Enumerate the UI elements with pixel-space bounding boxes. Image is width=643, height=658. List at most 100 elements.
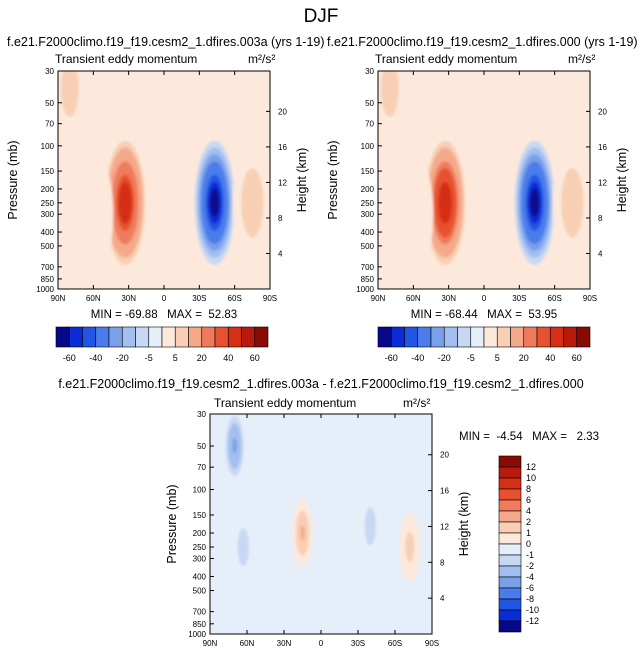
panel-1-xtick-label-0: 0	[162, 294, 167, 303]
panel-3-xtick-label-90S: 90S	[425, 639, 439, 648]
panel-3-contours	[224, 414, 420, 582]
panel-3-colorbar-label-5: 2	[526, 517, 531, 527]
panel-2-colorbar-swatch-0	[377, 326, 392, 348]
panel-1-colorbar-swatch-10	[188, 326, 203, 348]
panel-1-ytick-label-400: 400	[41, 228, 55, 237]
panel-3-xtick-label-90N: 90N	[203, 639, 218, 648]
panel-1-ytick-label-300: 300	[41, 210, 55, 219]
panel-2-colorbar-swatch-13	[549, 326, 564, 348]
panel-1-stats: MIN = -69.88 MAX = 52.83	[91, 309, 237, 321]
panel-3-contour-3-7	[368, 518, 373, 535]
panel-1-y2tick-label-20: 20	[278, 107, 287, 116]
panel-2-units: m²/s²	[568, 52, 595, 66]
panel-3-ytick-label-1000: 1000	[188, 630, 206, 639]
panel-2-ytick-label-300: 300	[361, 210, 375, 219]
panel-1-subtitle: Transient eddy momentum	[55, 52, 197, 66]
panel-1-colorbar-swatch-0	[55, 326, 70, 348]
panel-1-ylabel: Pressure (mb)	[6, 140, 20, 219]
panel-2-ytick-label-1000: 1000	[356, 285, 374, 294]
panel-3-colorbar-label-3: 6	[526, 495, 531, 505]
panel-3-title: f.e21.F2000climo.f19_f19.cesm2_1.dfires.…	[58, 377, 583, 391]
panel-3-xtick-label-60N: 60N	[240, 639, 255, 648]
panel-2-y2label: Height (km)	[615, 148, 629, 213]
panel-1-xtick-label-30N: 30N	[121, 294, 136, 303]
panel-1-colorbar-swatch-11	[201, 326, 216, 348]
panel-2-stats: MIN = -68.44 MAX = 53.95	[411, 309, 557, 321]
panel-3-colorbar-swatch-11	[498, 576, 522, 589]
panel-3-colorbar-swatch-4	[498, 499, 522, 512]
panel-1-y2tick-label-4: 4	[278, 249, 283, 258]
panel-3-colorbar-swatch-0	[498, 455, 522, 468]
panel-3-colorbar-swatch-10	[498, 565, 522, 578]
panel-2-xtick-label-30S: 30S	[512, 294, 526, 303]
panel-3-ytick-label-70: 70	[197, 463, 206, 472]
panel-1-ytick-label-200: 200	[41, 185, 55, 194]
panel-2-ytick-label-400: 400	[361, 228, 375, 237]
panel-3-y2tick-label-12: 12	[440, 522, 449, 531]
panel-3-colorbar-swatch-12	[498, 587, 522, 600]
panel-2-colorbar-swatch-15	[576, 326, 591, 348]
panel-3-contour-2-7	[300, 525, 305, 541]
panel-3-colorbar-swatch-9	[498, 554, 522, 567]
panel-2-xtick-label-0: 0	[482, 294, 487, 303]
panel-3-y2tick-label-16: 16	[440, 487, 449, 496]
panel-3-ytick-label-500: 500	[193, 587, 207, 596]
panel-3-colorbar-label-12: -8	[526, 594, 534, 604]
panel-3-ytick-label-400: 400	[193, 573, 207, 582]
panel-1-ytick-label-30: 30	[45, 67, 54, 76]
panel-1-ytick-label-500: 500	[41, 242, 55, 251]
panel-2-colorbar-swatch-10	[510, 326, 525, 348]
panel-1-colorbar-label-0: -60	[63, 353, 76, 363]
panel-2-ytick-label-100: 100	[361, 142, 375, 151]
panel-1-ytick-label-1000: 1000	[36, 285, 54, 294]
panel-1-colorbar: -60 -40 -20 -5 5 20 40 60	[55, 326, 269, 363]
panel-2-y2tick-label-12: 12	[598, 178, 607, 187]
panel-1-colorbar-swatch-15	[254, 326, 269, 348]
panel-3-ytick-label-150: 150	[193, 511, 207, 520]
panel-3-ytick-label-250: 250	[193, 543, 207, 552]
panel-3-colorbar-label-7: 0	[526, 539, 531, 549]
panel-2-y2tick-label-20: 20	[598, 107, 607, 116]
panel-2-colorbar-swatch-14	[563, 326, 578, 348]
panel-3-colorbar-label-8: -1	[526, 550, 534, 560]
panel-2-colorbar-swatch-5	[443, 326, 458, 348]
panel-1-xtick-label-60N: 60N	[86, 294, 101, 303]
panel-2-ytick-label-700: 700	[361, 263, 375, 272]
panel-3-units: m²/s²	[403, 396, 430, 410]
panel-3-colorbar-label-0: 12	[526, 462, 536, 472]
panel-3-colorbar-label-14: -12	[526, 616, 539, 626]
panel-3-axes: 3050701001502002503004005007008501000481…	[188, 410, 449, 648]
panel-2-colorbar-label-2: -20	[438, 353, 451, 363]
panel-2-colorbar-swatch-7	[470, 326, 485, 348]
panel-2-colorbar-swatch-4	[430, 326, 445, 348]
panel-2-colorbar-label-5: 20	[519, 353, 529, 363]
panel-3-ytick-label-850: 850	[193, 620, 207, 629]
panel-3-ytick-label-700: 700	[193, 608, 207, 617]
panel-2-ytick-label-50: 50	[365, 99, 374, 108]
panel-1-colorbar-swatch-7	[148, 326, 163, 348]
panel-3-colorbar-swatch-3	[498, 488, 522, 501]
panel-3-colorbar-swatch-14	[498, 609, 522, 622]
panel-1-y2label: Height (km)	[295, 148, 309, 213]
panel-1-colorbar-swatch-13	[227, 326, 242, 348]
panel-2-title: f.e21.F2000climo.f19_f19.cesm2_1.dfires.…	[327, 35, 638, 49]
panel-2-field	[378, 71, 590, 289]
panel-2-ytick-label-500: 500	[361, 242, 375, 251]
panel-1-ytick-label-700: 700	[41, 263, 55, 272]
panel-2-colorbar-swatch-11	[523, 326, 538, 348]
panel-3-colorbar-swatch-1	[498, 466, 522, 479]
panel-1-colorbar-label-7: 60	[250, 353, 260, 363]
panel-3-subtitle: Transient eddy momentum	[214, 396, 356, 410]
panel-3-colorbar-label-10: -4	[526, 572, 534, 582]
panel-3-xtick-label-30N: 30N	[277, 639, 292, 648]
panel-1-xtick-label-60S: 60S	[228, 294, 242, 303]
panel-1-ytick-label-250: 250	[41, 199, 55, 208]
panel-2-colorbar-swatch-2	[404, 326, 419, 348]
panel-2-xtick-label-60S: 60S	[548, 294, 562, 303]
panel-1-y2tick-label-12: 12	[278, 178, 287, 187]
panel-3-y2tick-label-4: 4	[440, 594, 445, 603]
panel-3-ytick-label-30: 30	[197, 410, 206, 419]
panel-2-y2tick-label-4: 4	[598, 249, 603, 258]
